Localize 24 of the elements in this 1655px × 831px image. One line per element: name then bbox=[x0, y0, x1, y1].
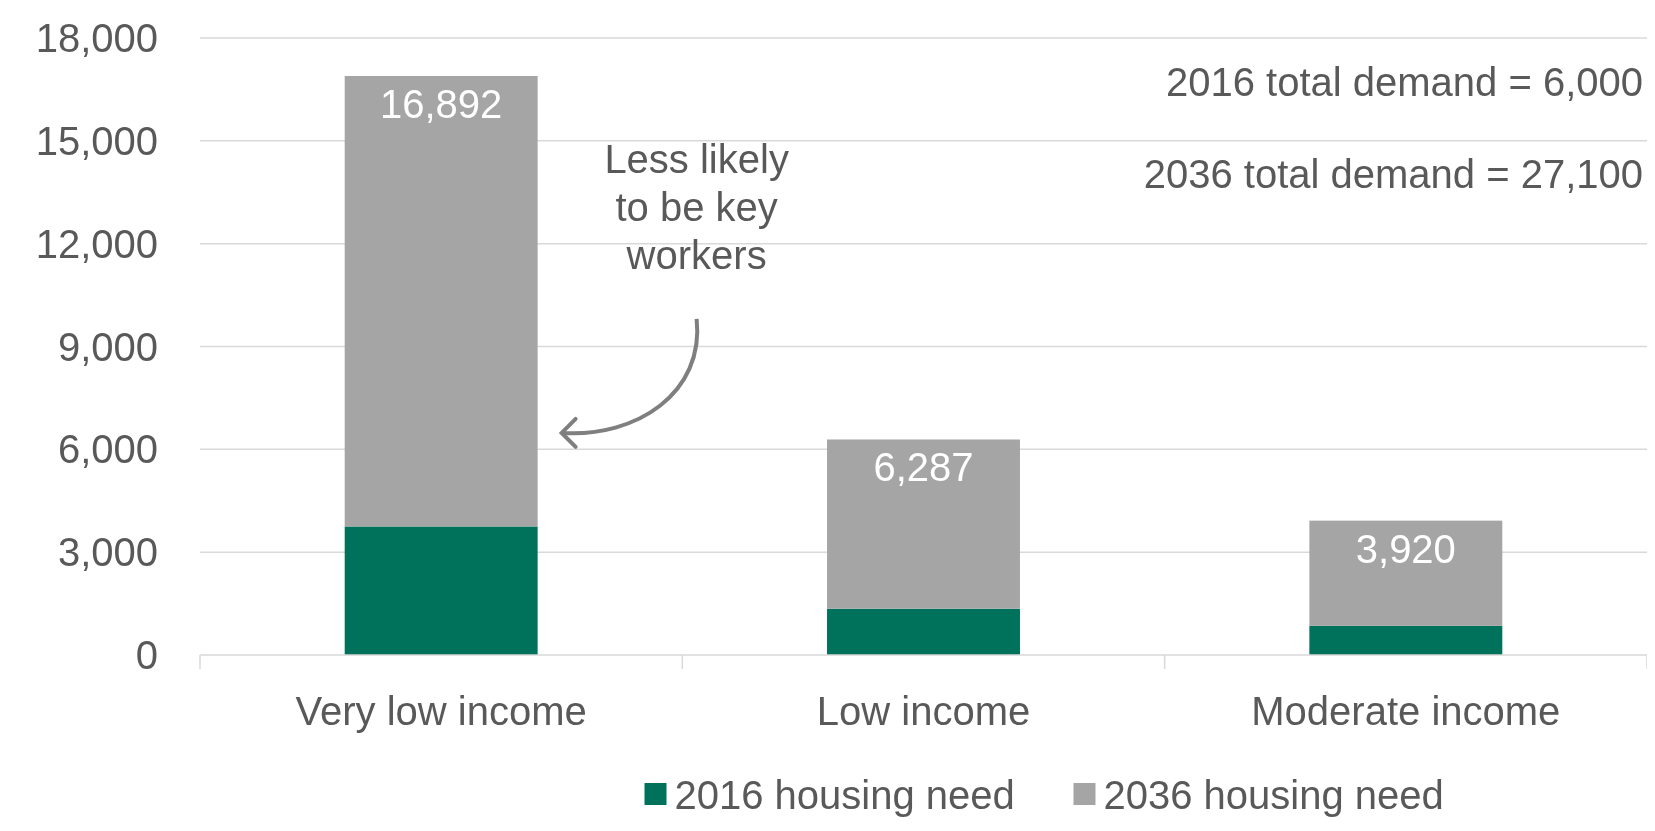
y-tick-label: 6,000 bbox=[57, 427, 158, 472]
y-tick-label: 0 bbox=[135, 633, 158, 677]
y-tick-label: 15,000 bbox=[35, 118, 158, 163]
y-tick-label: 12,000 bbox=[35, 221, 158, 266]
bar bbox=[827, 608, 1020, 655]
legend-label: 2016 housing need bbox=[674, 773, 1015, 817]
annotation: Less likely to be key workers bbox=[604, 136, 789, 277]
x-tick-label: Very low income bbox=[295, 689, 587, 733]
annotation: 2016 total demand = 6,000 bbox=[1165, 60, 1643, 104]
total-label: 16,892 bbox=[379, 81, 503, 126]
annotation: 2036 total demand = 27,100 bbox=[1143, 152, 1643, 196]
x-tick-label: Low income bbox=[816, 689, 1031, 733]
bar bbox=[344, 526, 538, 655]
bar bbox=[1309, 625, 1503, 655]
bar bbox=[1309, 520, 1503, 626]
legend-label: 2036 housing need bbox=[1103, 773, 1444, 817]
x-tick-label: Moderate income bbox=[1251, 689, 1561, 733]
y-tick-label: 18,000 bbox=[35, 16, 158, 60]
total-label: 6,287 bbox=[873, 445, 974, 490]
total-label: 3,920 bbox=[1355, 526, 1456, 571]
bar bbox=[344, 75, 538, 527]
bar bbox=[827, 439, 1020, 609]
y-tick-label: 9,000 bbox=[57, 324, 158, 369]
y-tick-label: 3,000 bbox=[57, 530, 158, 575]
